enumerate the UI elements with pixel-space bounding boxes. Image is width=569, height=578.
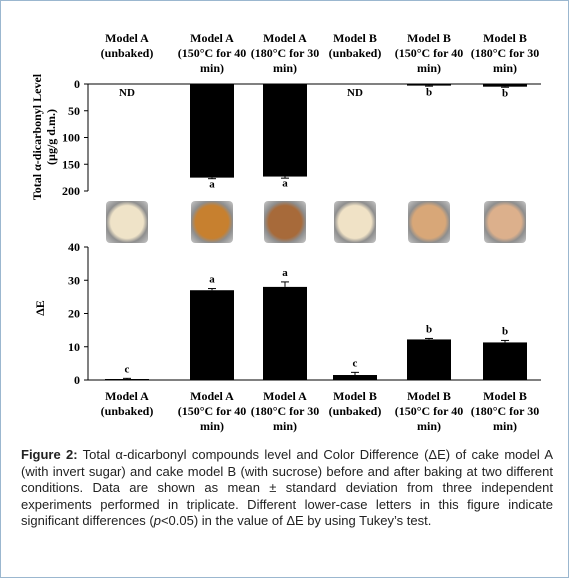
top-category-label: Model B (unbaked) bbox=[328, 31, 382, 60]
delta-e-chart: 0 10 20 30 40 c a a c b b bbox=[68, 240, 541, 387]
bottom-bar bbox=[333, 375, 377, 380]
top-category-label: Model A (180°C for 30 min) bbox=[250, 31, 320, 75]
cake-photo-thumbnail bbox=[191, 201, 233, 243]
top-bar bbox=[407, 84, 451, 86]
top-bar-label: b bbox=[502, 88, 508, 100]
caption-text-2: <0.05) in the value of ΔE by using Tukey… bbox=[160, 513, 432, 528]
top-bar-label: ND bbox=[347, 87, 363, 99]
bottom-y-tick-label: 20 bbox=[68, 307, 80, 321]
cake-photo-thumbnail bbox=[484, 201, 526, 243]
top-category-label: Model A (unbaked) bbox=[100, 31, 154, 60]
bottom-y-tick-label: 0 bbox=[74, 373, 80, 387]
top-bar bbox=[483, 84, 527, 87]
top-category-label: Model A (150°C for 40 min) bbox=[177, 31, 247, 75]
top-bar bbox=[263, 84, 307, 177]
bottom-category-label: Model B (unbaked) bbox=[328, 389, 382, 418]
bottom-bar bbox=[105, 379, 149, 381]
top-y-tick-label: 50 bbox=[68, 104, 80, 118]
top-bar-label: ND bbox=[119, 87, 135, 99]
bottom-bar-label: b bbox=[426, 323, 432, 335]
bottom-bar bbox=[483, 342, 527, 380]
cake-photo-thumbnail bbox=[408, 201, 450, 243]
caption-text-1: Total α-dicarbonyl compounds level and C… bbox=[21, 447, 553, 528]
bottom-bar bbox=[263, 286, 307, 380]
bottom-bar-label: b bbox=[502, 325, 508, 337]
bottom-bar-label: c bbox=[125, 363, 130, 375]
top-y-tick-label: 100 bbox=[62, 131, 80, 145]
cake-photo-thumbnail bbox=[106, 201, 148, 243]
top-y-tick-label: 200 bbox=[62, 184, 80, 198]
top-bar bbox=[190, 84, 234, 178]
bottom-bar bbox=[407, 339, 451, 380]
top-category-label: Model B (180°C for 30 min) bbox=[470, 31, 540, 75]
caption-p-symbol: p bbox=[153, 513, 161, 528]
figure-caption: Figure 2: Total α-dicarbonyl compounds l… bbox=[21, 447, 553, 530]
bottom-category-label: Model A (unbaked) bbox=[100, 389, 154, 418]
figure-label: Figure 2: bbox=[21, 447, 78, 462]
bottom-category-label: Model B (180°C for 30 min) bbox=[470, 389, 540, 433]
top-category-label: Model B (150°C for 40 min) bbox=[394, 31, 464, 75]
bottom-category-label: Model A (150°C for 40 min) bbox=[177, 389, 247, 433]
cake-photo-thumbnail bbox=[264, 201, 306, 243]
top-bar-label: b bbox=[426, 87, 432, 99]
bottom-bar-label: a bbox=[282, 267, 288, 279]
bottom-y-tick-label: 30 bbox=[68, 273, 80, 287]
top-y-tick-label: 150 bbox=[62, 157, 80, 171]
top-y-tick-label: 0 bbox=[74, 77, 80, 91]
bottom-bar bbox=[190, 290, 234, 380]
bottom-y-tick-label: 10 bbox=[68, 340, 80, 354]
bottom-bar-label: a bbox=[209, 274, 215, 286]
top-bar-label: a bbox=[209, 179, 215, 191]
bottom-bar-label: c bbox=[353, 357, 358, 369]
cake-photo-thumbnail bbox=[334, 201, 376, 243]
top-bar-label: a bbox=[282, 178, 288, 190]
bottom-category-label: Model A (180°C for 30 min) bbox=[250, 389, 320, 433]
bottom-y-tick-label: 40 bbox=[68, 240, 80, 254]
alpha-dicarbonyl-chart: 0 50 100 150 200 ND a a ND b b bbox=[62, 77, 541, 198]
bottom-category-label: Model B (150°C for 40 min) bbox=[394, 389, 464, 433]
